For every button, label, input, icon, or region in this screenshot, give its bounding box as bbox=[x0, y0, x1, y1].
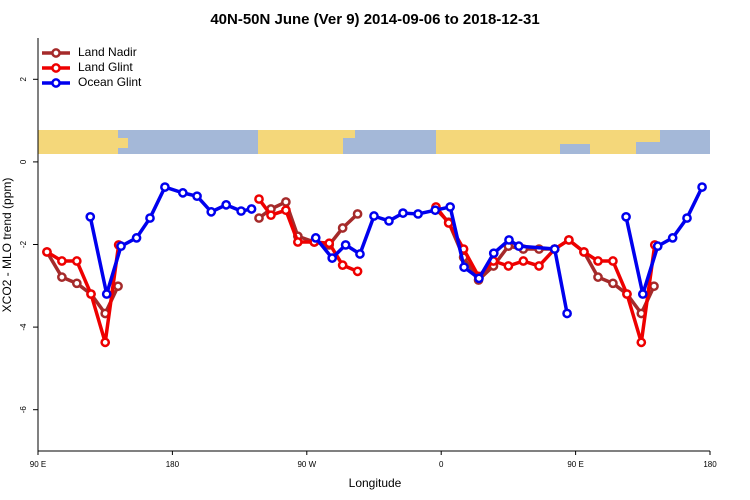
data-point bbox=[649, 281, 659, 292]
data-point bbox=[178, 188, 188, 198]
data-point bbox=[85, 211, 96, 222]
data-point bbox=[236, 206, 246, 216]
data-point bbox=[192, 191, 202, 202]
data-point bbox=[71, 256, 82, 266]
data-point bbox=[474, 273, 484, 284]
data-point bbox=[369, 211, 379, 221]
data-point bbox=[116, 241, 126, 252]
data-point bbox=[430, 205, 441, 216]
data-point bbox=[562, 308, 572, 319]
data-point bbox=[254, 194, 264, 204]
data-point bbox=[384, 216, 394, 226]
data-point bbox=[636, 337, 647, 348]
data-point bbox=[131, 233, 142, 243]
data-point bbox=[337, 223, 348, 233]
x-tick-label: 90 E bbox=[567, 460, 583, 469]
data-point bbox=[113, 281, 123, 292]
data-point bbox=[518, 256, 529, 266]
legend-label: Land Glint bbox=[78, 60, 133, 74]
data-point bbox=[549, 244, 560, 254]
data-point bbox=[682, 213, 692, 223]
data-point bbox=[86, 289, 96, 299]
data-point bbox=[57, 272, 67, 282]
data-point bbox=[593, 256, 603, 266]
data-point bbox=[254, 213, 264, 223]
data-point bbox=[281, 205, 291, 216]
data-point bbox=[398, 208, 408, 218]
data-point bbox=[503, 261, 514, 271]
y-tick-label: 0 bbox=[19, 159, 28, 164]
data-point bbox=[413, 209, 423, 219]
data-point bbox=[57, 256, 67, 266]
data-point bbox=[621, 211, 631, 222]
data-point bbox=[652, 241, 663, 252]
chart-title: 40N-50N June (Ver 9) 2014-09-06 to 2018-… bbox=[210, 11, 539, 28]
x-axis-label: Longitude bbox=[349, 476, 402, 490]
y-axis-label: XCO2 - MLO trend (ppm) bbox=[0, 178, 14, 313]
legend-label: Land Nadir bbox=[78, 45, 137, 59]
data-point bbox=[100, 337, 111, 348]
data-point bbox=[292, 237, 303, 247]
x-tick-label: 0 bbox=[439, 460, 444, 469]
data-point bbox=[101, 289, 112, 299]
data-point bbox=[504, 235, 514, 245]
legend-label: Ocean Glint bbox=[78, 75, 142, 89]
x-tick-label: 90 W bbox=[297, 460, 316, 469]
data-point bbox=[608, 278, 618, 289]
legend-marker bbox=[51, 78, 61, 88]
data-point bbox=[71, 278, 82, 289]
data-point bbox=[327, 253, 338, 263]
y-tick-label: -6 bbox=[19, 406, 28, 414]
data-point bbox=[340, 240, 351, 250]
data-point bbox=[622, 289, 632, 299]
data-point bbox=[445, 202, 456, 212]
data-point bbox=[564, 235, 574, 245]
data-point bbox=[579, 247, 589, 257]
data-point bbox=[593, 272, 603, 282]
data-point bbox=[534, 261, 544, 271]
data-point bbox=[488, 248, 499, 259]
data-point bbox=[221, 200, 232, 210]
x-tick-label: 180 bbox=[703, 460, 717, 469]
data-point bbox=[337, 260, 348, 270]
data-point bbox=[42, 247, 52, 257]
series-line bbox=[88, 185, 704, 314]
map-strip bbox=[38, 130, 710, 154]
data-point bbox=[160, 182, 170, 192]
legend-marker bbox=[51, 48, 61, 58]
data-point bbox=[667, 233, 678, 243]
data-point bbox=[459, 262, 469, 273]
data-point bbox=[514, 241, 524, 252]
data-point bbox=[324, 238, 335, 249]
data-point bbox=[310, 233, 321, 243]
data-point bbox=[637, 289, 648, 299]
data-point bbox=[266, 210, 276, 221]
data-point bbox=[608, 256, 618, 266]
y-tick-label: 2 bbox=[19, 77, 28, 82]
x-tick-label: 90 E bbox=[30, 460, 46, 469]
data-point bbox=[206, 207, 217, 217]
x-tick-label: 180 bbox=[166, 460, 180, 469]
data-point bbox=[697, 182, 707, 192]
data-point bbox=[443, 218, 454, 228]
data-point bbox=[352, 266, 363, 277]
y-tick-label: -4 bbox=[19, 323, 28, 331]
data-point bbox=[145, 213, 155, 223]
data-point bbox=[246, 204, 257, 214]
data-point bbox=[352, 209, 363, 219]
data-point bbox=[355, 249, 365, 259]
y-tick-label: -2 bbox=[19, 240, 28, 248]
data-point bbox=[281, 197, 291, 207]
legend-marker bbox=[51, 63, 61, 73]
